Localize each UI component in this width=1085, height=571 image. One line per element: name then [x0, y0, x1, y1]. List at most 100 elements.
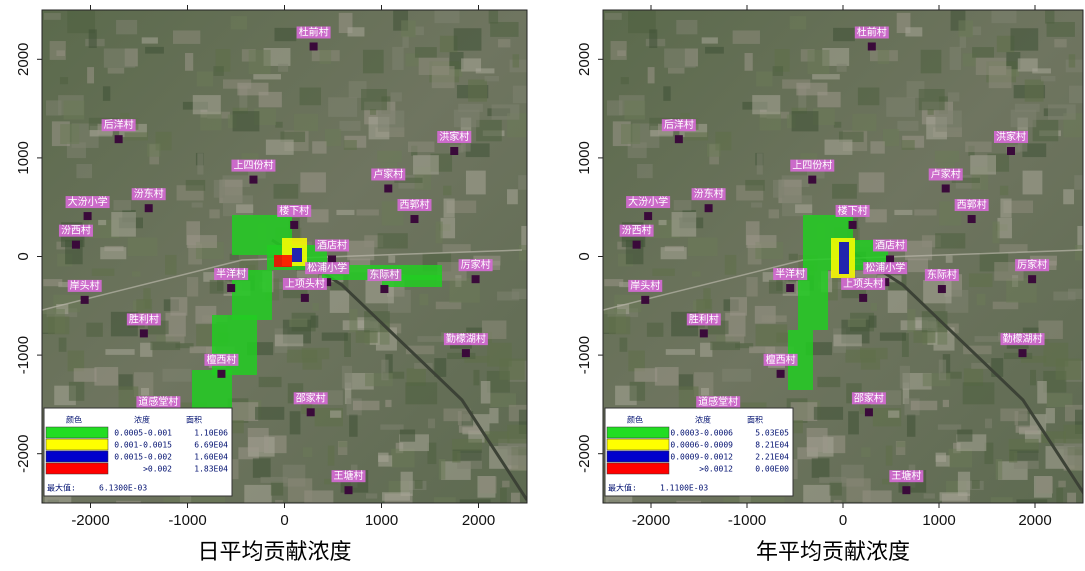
terrain-patch: [749, 347, 775, 354]
terrain-patch: [98, 220, 106, 225]
terrain-patch: [288, 478, 312, 501]
terrain-patch: [624, 101, 645, 120]
terrain-patch: [259, 377, 282, 387]
terrain-patch: [197, 153, 203, 174]
terrain-patch: [993, 222, 1000, 244]
terrain-patch: [454, 28, 482, 50]
terrain-patch: [834, 122, 841, 128]
terrain-patch: [336, 210, 354, 215]
terrain-patch: [620, 338, 628, 352]
terrain-patch: [723, 497, 753, 512]
village-label: 邵家村: [854, 391, 884, 404]
terrain-patch: [193, 496, 225, 514]
village-label: 杜前村: [857, 25, 887, 38]
terrain-patch: [289, 319, 307, 327]
terrain-patch: [466, 171, 486, 195]
terrain-patch: [513, 86, 532, 104]
x-tick-label: -2000: [632, 512, 670, 529]
terrain-patch: [1047, 22, 1075, 37]
terrain-patch: [663, 86, 670, 101]
terrain-patch: [322, 333, 348, 341]
terrain-patch: [1041, 76, 1055, 81]
terrain-patch: [271, 482, 283, 496]
terrain-patch: [302, 348, 330, 359]
village-marker: [1007, 147, 1015, 155]
terrain-patch: [489, 11, 498, 24]
legend-swatch: [46, 439, 108, 450]
terrain-patch: [290, 411, 301, 434]
terrain-patch: [436, 222, 443, 244]
terrain-patch: [935, 233, 965, 248]
terrain-patch: [707, 143, 720, 156]
terrain-patch: [745, 180, 764, 191]
terrain-patch: [860, 348, 888, 359]
terrain-patch: [76, 164, 92, 178]
village-marker: [227, 284, 235, 292]
terrain-patch: [674, 200, 692, 211]
terrain-patch: [637, 164, 653, 178]
terrain-patch: [661, 247, 687, 259]
terrain-patch: [888, 410, 899, 417]
x-tick-label: 1000: [922, 512, 955, 529]
terrain-patch: [325, 129, 341, 146]
terrain-patch: [921, 50, 942, 74]
terrain-patch: [485, 76, 499, 81]
y-tick-label: 2000: [576, 43, 593, 76]
village-label: 卢家村: [373, 167, 403, 180]
legend-area: 5.03E05: [755, 429, 789, 438]
legend-max-value: 1.1100E-03: [660, 484, 708, 493]
village-label: 大汾小学: [628, 195, 668, 208]
legend-max-value: 6.1300E-03: [99, 484, 147, 493]
terrain-patch: [513, 54, 520, 67]
terrain-patch: [655, 367, 679, 386]
terrain-patch: [972, 480, 980, 489]
terrain-patch: [378, 111, 404, 132]
terrain-patch: [943, 400, 949, 407]
terrain-patch: [492, 104, 520, 119]
terrain-patch: [965, 142, 991, 153]
terrain-patch: [668, 68, 685, 74]
terrain-patch: [330, 291, 349, 313]
terrain-patch: [957, 430, 972, 442]
terrain-patch: [328, 446, 335, 466]
terrain-patch: [634, 368, 657, 382]
terrain-patch: [722, 369, 751, 382]
x-tick-label: 2000: [462, 512, 495, 529]
terrain-patch: [361, 89, 387, 110]
terrain-patch: [858, 88, 879, 106]
terrain-patch: [946, 256, 953, 263]
village-label: 酒店村: [317, 238, 347, 251]
legend-range: 0.0015-0.002: [114, 453, 172, 462]
terrain-patch: [320, 50, 332, 64]
terrain-patch: [173, 30, 200, 43]
terrain-patch: [996, 459, 1003, 480]
village-label: 岸头村: [630, 279, 660, 292]
terrain-patch: [796, 83, 827, 96]
terrain-patch: [473, 370, 479, 385]
terrain-patch: [907, 414, 915, 437]
legend-header: 颜色: [66, 415, 82, 425]
terrain-patch: [808, 50, 830, 74]
x-tick-label: 0: [839, 512, 847, 529]
legend-area: 1.60E04: [194, 453, 228, 462]
terrain-patch: [907, 309, 915, 333]
terrain-patch: [812, 74, 840, 79]
terrain-patch: [833, 28, 855, 41]
terrain-patch: [1025, 80, 1044, 102]
legend-header: 颜色: [627, 415, 643, 425]
terrain-patch: [313, 303, 319, 311]
terrain-patch: [939, 360, 946, 381]
terrain-patch: [59, 338, 67, 352]
village-marker: [380, 285, 388, 293]
terrain-patch: [232, 420, 243, 433]
terrain-patch: [353, 401, 379, 410]
terrain-patch: [769, 209, 779, 218]
terrain-patch: [760, 112, 781, 130]
terrain-patch: [415, 480, 423, 489]
terrain-patch: [44, 13, 61, 20]
terrain-patch: [848, 411, 859, 434]
terrain-patch: [888, 291, 907, 313]
terrain-patch: [1063, 425, 1085, 444]
legend-range: 0.0006-0.0009: [670, 441, 733, 450]
terrain-patch: [60, 124, 79, 144]
